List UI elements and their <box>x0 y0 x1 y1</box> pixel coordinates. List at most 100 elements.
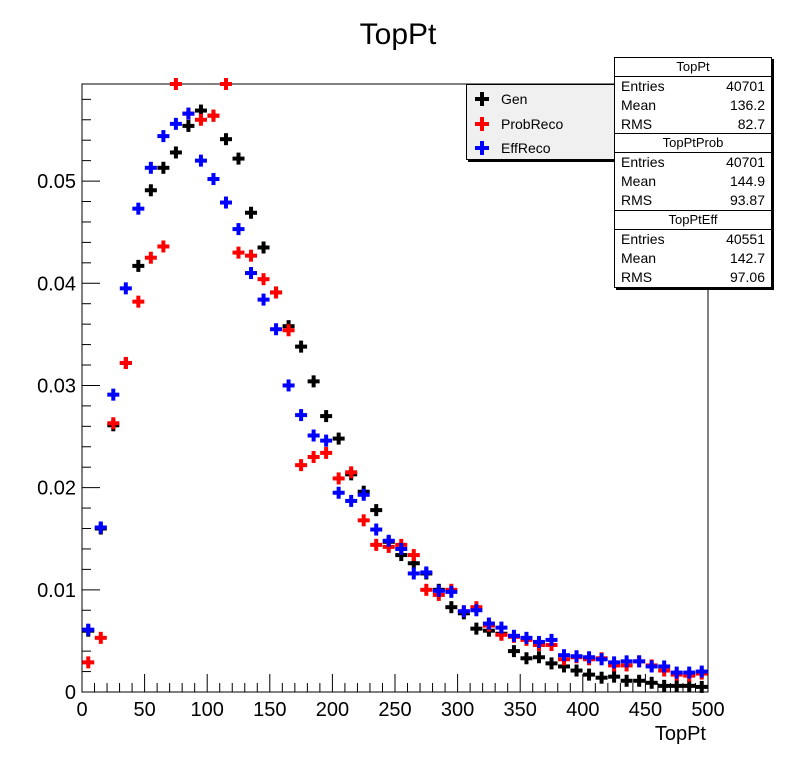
x-tick-label: 200 <box>316 699 349 721</box>
stats-row-rms: RMS 97.06 <box>615 268 771 287</box>
legend-marker-icon <box>475 117 489 131</box>
data-point <box>670 679 683 692</box>
stats-row-mean: Mean 136.2 <box>615 96 771 115</box>
data-point <box>320 446 333 459</box>
stats-box-topptprob: TopPtProb Entries 40701 Mean 144.9 RMS 93.8… <box>614 133 772 211</box>
data-point <box>495 621 508 634</box>
legend-label: Gen <box>501 91 528 107</box>
data-point <box>420 583 433 596</box>
data-point <box>82 656 95 669</box>
data-point <box>695 665 708 678</box>
data-point <box>407 549 420 562</box>
data-point <box>144 251 157 264</box>
data-point <box>520 652 533 665</box>
data-point <box>595 653 608 666</box>
data-point <box>107 417 120 430</box>
data-point <box>332 486 345 499</box>
data-point <box>370 523 383 536</box>
stats-title: TopPtEff <box>615 211 771 230</box>
data-point <box>345 466 358 479</box>
data-point <box>132 295 145 308</box>
data-point <box>320 434 333 447</box>
data-point <box>257 273 270 286</box>
data-points <box>82 78 708 693</box>
data-point <box>119 282 132 295</box>
data-point <box>583 651 596 664</box>
data-point <box>683 666 696 679</box>
data-point <box>182 107 195 120</box>
data-point <box>232 246 245 259</box>
data-point <box>270 323 283 336</box>
x-axis: 0 50 100 150 200 250 300 350 400 450 500 <box>76 674 725 721</box>
data-point <box>157 161 170 174</box>
data-point <box>194 154 207 167</box>
data-point <box>620 674 633 687</box>
legend-item-effreco: EffReco <box>475 137 551 159</box>
data-point <box>207 109 220 122</box>
data-point <box>257 293 270 306</box>
stats-value: 40701 <box>726 78 765 94</box>
data-point <box>157 240 170 253</box>
data-point <box>332 472 345 485</box>
stats-value: 97.06 <box>729 269 765 285</box>
stats-value: 136.2 <box>729 97 765 113</box>
stats-row-mean: Mean 142.7 <box>615 249 771 268</box>
data-point <box>583 668 596 681</box>
x-tick-label: 0 <box>76 699 87 721</box>
data-point <box>270 286 283 299</box>
data-point <box>157 130 170 143</box>
data-point <box>194 113 207 126</box>
data-point <box>307 375 320 388</box>
stats-row-entries: Entries 40701 <box>615 153 771 172</box>
y-tick-label: 0.01 <box>37 580 76 602</box>
data-point <box>307 450 320 463</box>
stats-row-entries: Entries 40701 <box>615 77 771 96</box>
data-point <box>407 567 420 580</box>
legend-item-probreco: ProbReco <box>475 113 563 135</box>
x-tick-label: 450 <box>629 699 662 721</box>
stats-row-mean: Mean 144.9 <box>615 172 771 191</box>
stats-row-rms: RMS 82.7 <box>615 115 771 134</box>
data-point <box>295 409 308 422</box>
data-point <box>570 650 583 663</box>
data-point <box>545 657 558 670</box>
data-point <box>570 664 583 677</box>
data-point <box>658 679 671 692</box>
chart-title: TopPt <box>360 18 437 51</box>
data-point <box>370 538 383 551</box>
data-point <box>457 605 470 618</box>
stats-value: 93.87 <box>729 192 765 208</box>
data-point <box>307 429 320 442</box>
stats-label: Entries <box>621 231 665 247</box>
data-point <box>633 655 646 668</box>
data-point <box>595 671 608 684</box>
data-point <box>219 78 232 90</box>
data-point <box>169 146 182 159</box>
x-tick-label: 300 <box>441 699 474 721</box>
legend-marker-icon <box>475 92 489 106</box>
data-point <box>182 119 195 132</box>
stats-label: RMS <box>621 269 653 285</box>
legend-item-gen: Gen <box>475 88 527 110</box>
y-tick-label: 0 <box>65 682 76 704</box>
data-point <box>420 566 433 579</box>
data-point <box>132 259 145 272</box>
legend: Gen ProbReco EffReco <box>466 84 622 160</box>
data-point <box>382 540 395 553</box>
stats-value: 40551 <box>726 231 765 247</box>
stats-value: 144.9 <box>729 173 765 189</box>
x-tick-label: 500 <box>691 699 724 721</box>
y-tick-label: 0.02 <box>37 478 76 500</box>
stats-value: 82.7 <box>737 116 765 132</box>
data-point <box>119 356 132 369</box>
data-point <box>94 631 107 644</box>
stats-label: RMS <box>621 192 653 208</box>
y-tick-label: 0.03 <box>37 375 76 397</box>
data-point <box>357 514 370 527</box>
x-tick-label: 50 <box>133 699 155 721</box>
stats-box-topppteff: TopPtEff Entries 40551 Mean 142.7 RMS 97.06 <box>614 210 772 288</box>
data-point <box>683 679 696 692</box>
data-point <box>245 267 258 280</box>
stats-value: 40701 <box>726 154 765 170</box>
